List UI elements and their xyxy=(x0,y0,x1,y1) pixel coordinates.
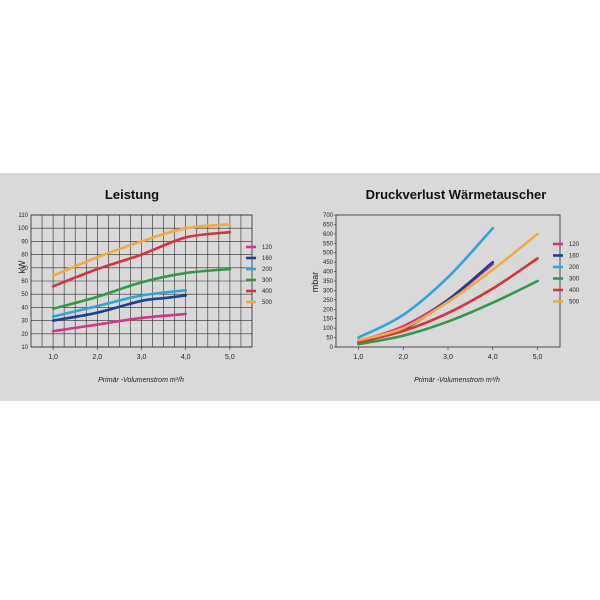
power-ytick-label: 70 xyxy=(21,266,28,272)
pressure-ytick-label: 650 xyxy=(323,222,334,228)
power-series-120-line xyxy=(51,312,187,333)
pressure-ytick-label: 600 xyxy=(323,232,334,238)
pressure-series-500-line xyxy=(357,232,539,342)
pressure-chart-plot-area: 0 50 100 150 200 250 300 350 400 450 500 550 600 650 7… xyxy=(323,213,561,361)
power-series-200-line xyxy=(51,288,187,318)
pressure-xtick-label: 5,0 xyxy=(533,354,543,361)
power-ytick-label: 10 xyxy=(21,345,28,351)
pressure-series-400-line xyxy=(357,257,539,344)
power-series-160-line xyxy=(51,294,187,322)
power-ytick-label: 110 xyxy=(18,213,28,219)
pressure-chart-legend: 120 160 200 300 400 500 xyxy=(553,242,580,306)
power-series-300-line xyxy=(51,267,232,311)
pressure-ytick-label: 550 xyxy=(323,241,334,247)
pressure-xtick-label: 1,0 xyxy=(354,354,364,361)
power-ytick-label: 80 xyxy=(21,253,28,259)
power-ytick-label: 40 xyxy=(21,305,28,311)
pressure-legend-label-300: 300 xyxy=(569,277,580,283)
pressure-series-300-line xyxy=(357,279,539,346)
power-xtick-label: 5,0 xyxy=(225,354,235,361)
pressure-ytick-label: 300 xyxy=(323,288,334,294)
pressure-xtick-label: 2,0 xyxy=(398,354,408,361)
power-chart-plot-area: 10 20 30 40 50 60 70 80 90 100 110 1,0 2,0 3,0 4,0 5,0 xyxy=(18,213,253,361)
pressure-xtick-label: 3,0 xyxy=(443,354,453,361)
pressure-xtick-label: 4,0 xyxy=(488,354,498,361)
power-chart-xlabel: Primär -Volumenstrom m³/h xyxy=(98,377,184,384)
pressure-legend-label-160: 160 xyxy=(569,254,580,260)
power-legend-label-400: 400 xyxy=(262,289,273,295)
pressure-ytick-label: 100 xyxy=(323,326,334,332)
pressure-legend-label-400: 400 xyxy=(569,288,580,294)
power-legend-label-300: 300 xyxy=(262,278,273,284)
pressure-ytick-label: 250 xyxy=(323,298,334,304)
power-legend-label-200: 200 xyxy=(262,267,273,273)
power-ytick-label: 50 xyxy=(21,292,28,298)
power-chart: Leistung kW Primär -Volumenstrom m³/h 10… xyxy=(17,187,273,384)
pressure-chart-title: Druckverlust Wärmetauscher xyxy=(366,187,547,202)
power-ytick-label: 20 xyxy=(21,332,28,338)
power-chart-legend: 120 160 200 300 400 500 xyxy=(246,245,273,306)
pressure-ytick-label: 150 xyxy=(323,317,334,323)
pressure-chart: Druckverlust Wärmetauscher mbar Primär -… xyxy=(310,187,580,384)
pressure-ytick-label: 0 xyxy=(330,345,334,351)
pressure-ytick-label: 500 xyxy=(323,251,334,257)
pressure-legend-label-120: 120 xyxy=(569,242,580,248)
pressure-legend-label-500: 500 xyxy=(569,300,580,306)
power-xtick-label: 1,0 xyxy=(48,354,58,361)
pressure-chart-ylabel: mbar xyxy=(310,272,320,293)
pressure-ytick-label: 400 xyxy=(323,270,334,276)
power-chart-ylabel: kW xyxy=(17,260,27,274)
power-series-400-line xyxy=(51,230,232,288)
power-ytick-label: 30 xyxy=(21,319,28,325)
pressure-ytick-label: 350 xyxy=(323,279,334,285)
power-legend-label-160: 160 xyxy=(262,256,273,262)
pressure-frame xyxy=(335,214,561,348)
pressure-ytick-label: 200 xyxy=(323,307,334,313)
power-xtick-label: 3,0 xyxy=(137,354,147,361)
power-legend-label-500: 500 xyxy=(262,300,273,306)
pressure-ytick-label: 700 xyxy=(323,213,334,219)
pressure-ytick-label: 450 xyxy=(323,260,334,266)
power-ytick-label: 60 xyxy=(21,279,28,285)
power-chart-title: Leistung xyxy=(105,187,159,202)
power-ytick-label: 90 xyxy=(21,239,28,245)
pressure-chart-xlabel: Primär -Volumenstrom m³/h xyxy=(414,377,500,384)
power-ytick-label: 100 xyxy=(18,226,29,232)
pressure-legend-label-200: 200 xyxy=(569,265,580,271)
pressure-ytick-label: 50 xyxy=(326,336,333,342)
power-xtick-label: 2,0 xyxy=(92,354,102,361)
power-legend-label-120: 120 xyxy=(262,245,273,251)
chart-panel-background xyxy=(0,173,600,401)
power-series-500-line xyxy=(51,222,232,278)
pressure-series-200-line xyxy=(357,226,495,339)
power-xtick-label: 4,0 xyxy=(181,354,191,361)
